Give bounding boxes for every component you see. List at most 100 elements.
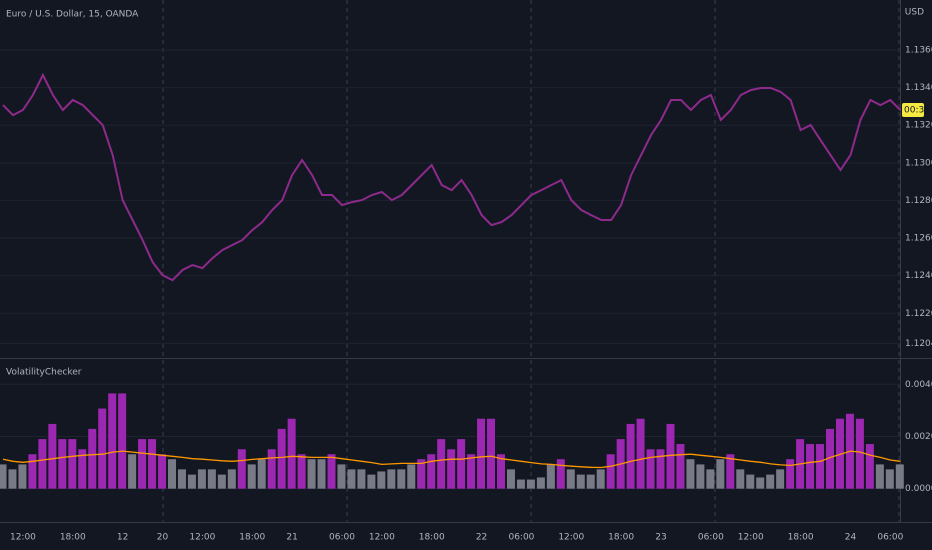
x-tick-label: 18:00 — [788, 533, 814, 543]
histogram-bar — [726, 454, 735, 489]
y-tick-label: 1.12200 — [905, 309, 932, 319]
histogram-bar — [128, 454, 137, 489]
histogram-bar — [88, 428, 97, 489]
histogram-bar — [18, 464, 27, 489]
histogram-bar — [666, 423, 675, 489]
y-tick-label: 1.13200 — [905, 121, 932, 131]
histogram-bar — [885, 469, 894, 489]
histogram-bar — [457, 439, 466, 489]
histogram-bar — [487, 418, 496, 489]
histogram-bar — [307, 459, 316, 489]
indicator-title: VolatilityChecker — [6, 368, 82, 378]
histogram-bar — [8, 469, 17, 489]
histogram-bar — [636, 418, 645, 489]
histogram-bar — [158, 454, 167, 489]
histogram-bar — [98, 408, 107, 489]
histogram-bar — [177, 469, 186, 489]
histogram-bar — [267, 449, 276, 489]
histogram-bar — [576, 474, 585, 489]
countdown-box — [902, 102, 924, 117]
histogram-bar — [427, 454, 436, 489]
histogram-bar — [417, 459, 426, 489]
histogram-bar — [676, 444, 685, 489]
histogram-bar — [297, 454, 306, 489]
histogram-bar — [387, 469, 396, 489]
histogram-bar — [895, 464, 904, 489]
histogram-bar — [586, 474, 595, 489]
histogram-bar — [596, 469, 605, 489]
histogram-bar — [207, 469, 216, 489]
histogram-bar — [736, 469, 745, 489]
histogram-bar — [247, 464, 256, 489]
histogram-bar — [686, 459, 695, 489]
countdown-label: 00:30 — [904, 105, 930, 115]
histogram-bar — [0, 464, 7, 489]
histogram-bar — [556, 459, 565, 489]
x-tick-label: 24 — [845, 533, 857, 543]
histogram-bar — [327, 454, 336, 489]
y-tick-label: 0.00400 — [905, 380, 932, 390]
histogram-bar — [167, 459, 176, 489]
histogram-bar — [217, 474, 226, 489]
histogram-bar — [78, 449, 87, 489]
histogram-bar — [227, 469, 236, 489]
x-tick-label: 06:00 — [877, 533, 903, 543]
x-tick-label: 06:00 — [508, 533, 534, 543]
x-tick-label: 18:00 — [60, 533, 86, 543]
chart-title: Euro / U.S. Dollar, 15, OANDA — [6, 10, 139, 20]
x-tick-label: 12:00 — [189, 533, 215, 543]
histogram-bar — [696, 464, 705, 489]
y-tick-label: 1.13600 — [905, 46, 932, 56]
x-tick-label: 23 — [655, 533, 666, 543]
session-lines — [162, 0, 900, 522]
histogram-bar — [197, 469, 206, 489]
histogram-bar — [108, 393, 117, 489]
histogram-bar — [28, 454, 37, 489]
histogram-bar — [38, 439, 47, 489]
histogram-bar — [377, 471, 386, 489]
histogram-bar — [277, 428, 286, 489]
y-tick-label: 0.00000 — [905, 484, 932, 494]
histogram-bar — [437, 439, 446, 489]
x-tick-label: 18:00 — [419, 533, 445, 543]
x-tick-label: 21 — [286, 533, 297, 543]
histogram-bar — [447, 449, 456, 489]
histogram-bar — [865, 444, 874, 489]
currency-label: USD — [905, 8, 924, 18]
average-line — [2, 450, 901, 469]
histogram-bar — [118, 393, 127, 489]
histogram-bar — [526, 479, 535, 489]
histogram-bar — [367, 474, 376, 489]
y-tick-label: 1.12040 — [905, 339, 932, 349]
x-tick-label: 12:00 — [558, 533, 584, 543]
histogram-bar — [317, 459, 326, 489]
histogram-bar — [716, 459, 725, 489]
histogram-bar — [766, 474, 775, 489]
x-tick-label: 06:00 — [329, 533, 355, 543]
histogram-bar — [746, 474, 755, 489]
x-tick-label: 18:00 — [608, 533, 634, 543]
histogram-bar — [786, 459, 795, 489]
histogram-bar — [337, 464, 346, 489]
histogram-bar — [506, 469, 515, 489]
y-tick-label: 1.13000 — [905, 158, 932, 168]
x-tick-label: 18:00 — [239, 533, 265, 543]
histogram-bar — [148, 439, 157, 489]
x-tick-label: 22 — [476, 533, 487, 543]
histogram-bar — [706, 469, 715, 489]
histogram-bar — [257, 459, 266, 489]
histogram-bar — [477, 418, 486, 489]
histogram-bar — [626, 423, 635, 489]
histogram-bar — [467, 454, 476, 489]
histogram-bar — [646, 449, 655, 489]
histogram-bar — [347, 469, 356, 489]
histogram-bar — [187, 474, 196, 489]
histogram-bar — [357, 469, 366, 489]
x-tick-label: 12 — [117, 533, 128, 543]
histogram-bar — [397, 469, 406, 489]
x-tick-label: 12:00 — [369, 533, 395, 543]
x-tick-label: 20 — [157, 533, 169, 543]
price-line — [2, 72, 902, 282]
histogram-bar — [237, 449, 246, 489]
